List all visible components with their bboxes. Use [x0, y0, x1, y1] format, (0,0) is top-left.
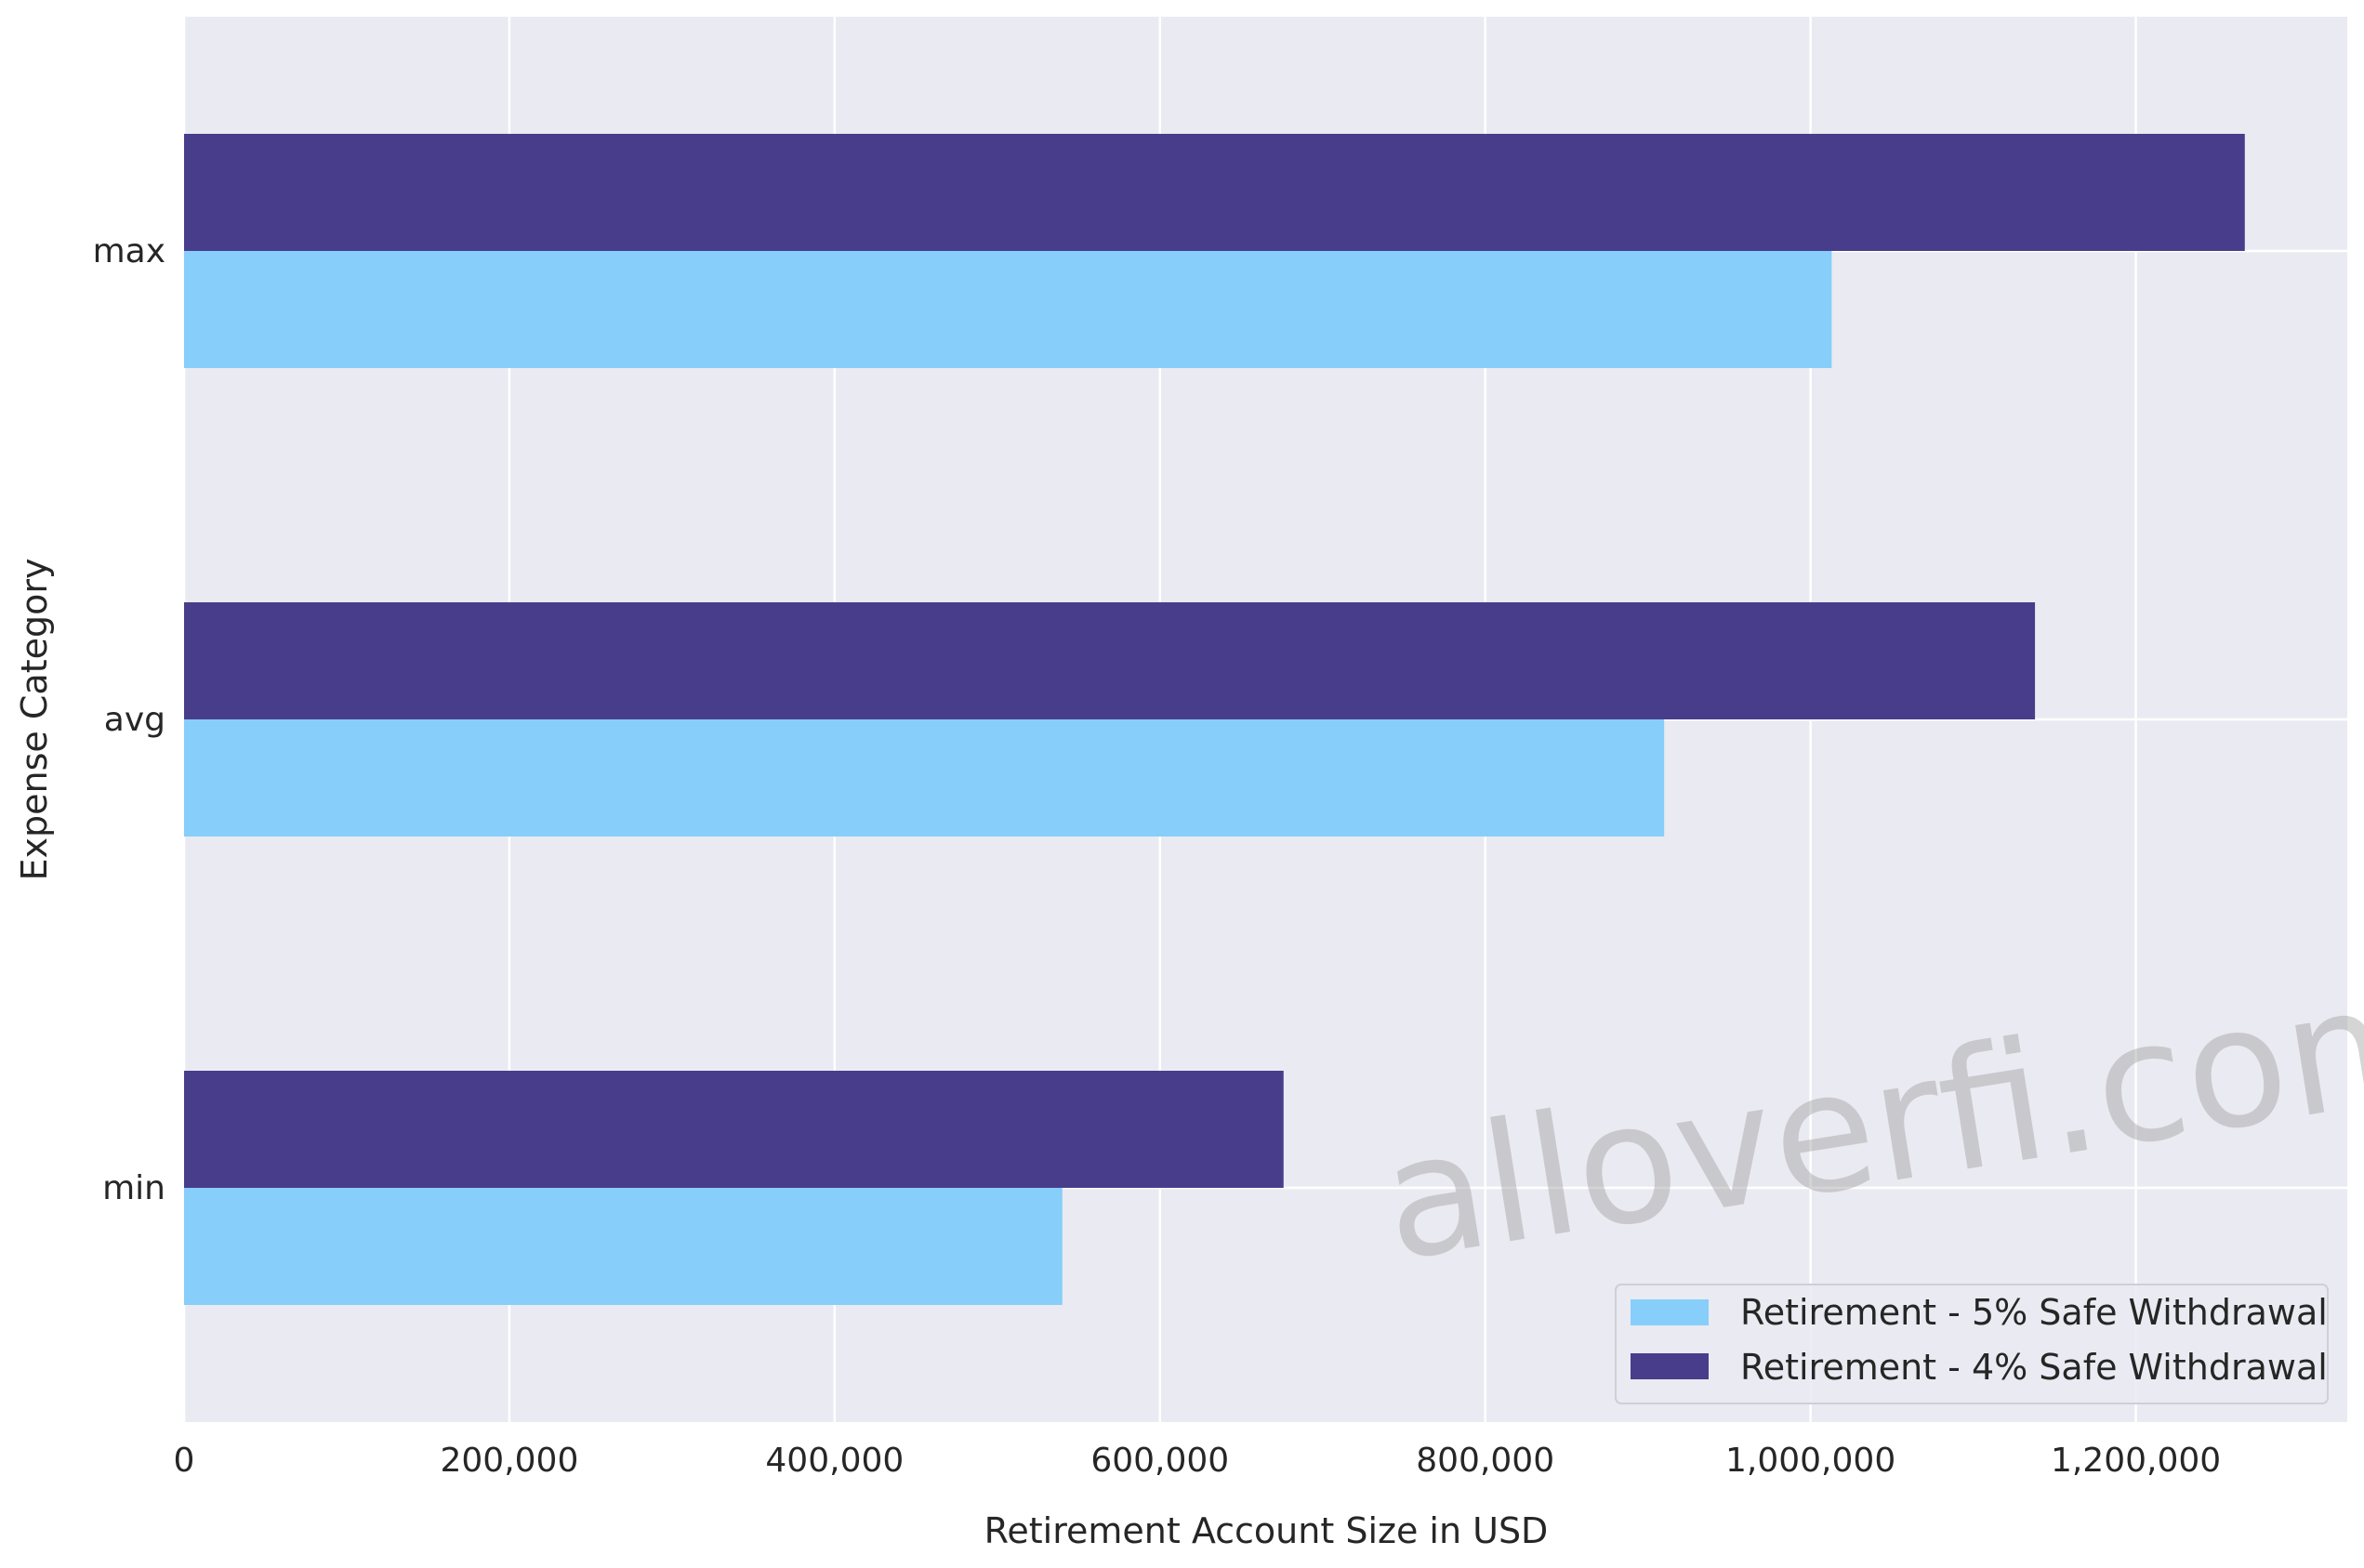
bars — [184, 134, 2245, 1305]
x-tick-label: 400,000 — [765, 1442, 904, 1480]
y-tick-label: min — [102, 1169, 165, 1207]
y-tick-label: avg — [104, 701, 165, 739]
x-tick-label: 1,200,000 — [2051, 1442, 2221, 1480]
bar-avg-4pct — [184, 602, 2036, 719]
x-tick-label: 600,000 — [1090, 1442, 1229, 1480]
bar-max-5pct — [184, 251, 1832, 368]
bar-min-4pct — [184, 1071, 1284, 1188]
x-tick-labels: 0 200,000 400,000 600,000 800,000 1,000,000 1,… — [174, 1442, 2222, 1480]
x-tick-label: 1,000,000 — [1725, 1442, 1895, 1480]
y-axis-label: Expense Category — [14, 559, 55, 881]
legend-label-5pct: Retirement - 5% Safe Withdrawal — [1740, 1292, 2328, 1333]
y-tick-label: max — [93, 232, 165, 270]
legend-label-4pct: Retirement - 4% Safe Withdrawal — [1740, 1347, 2328, 1388]
bar-avg-5pct — [184, 719, 1665, 837]
x-axis-label: Retirement Account Size in USD — [984, 1510, 1549, 1551]
bar-min-5pct — [184, 1188, 1063, 1305]
legend: Retirement - 5% Safe Withdrawal Retireme… — [1615, 1284, 2329, 1404]
legend-frame — [1615, 1284, 2329, 1404]
legend-swatch-5pct — [1631, 1299, 1709, 1325]
y-tick-labels: max avg min — [93, 232, 165, 1207]
x-tick-label: 0 — [174, 1442, 195, 1480]
x-tick-label: 200,000 — [440, 1442, 578, 1480]
bar-max-4pct — [184, 134, 2245, 251]
legend-swatch-4pct — [1631, 1353, 1709, 1379]
x-tick-label: 800,000 — [1416, 1442, 1554, 1480]
